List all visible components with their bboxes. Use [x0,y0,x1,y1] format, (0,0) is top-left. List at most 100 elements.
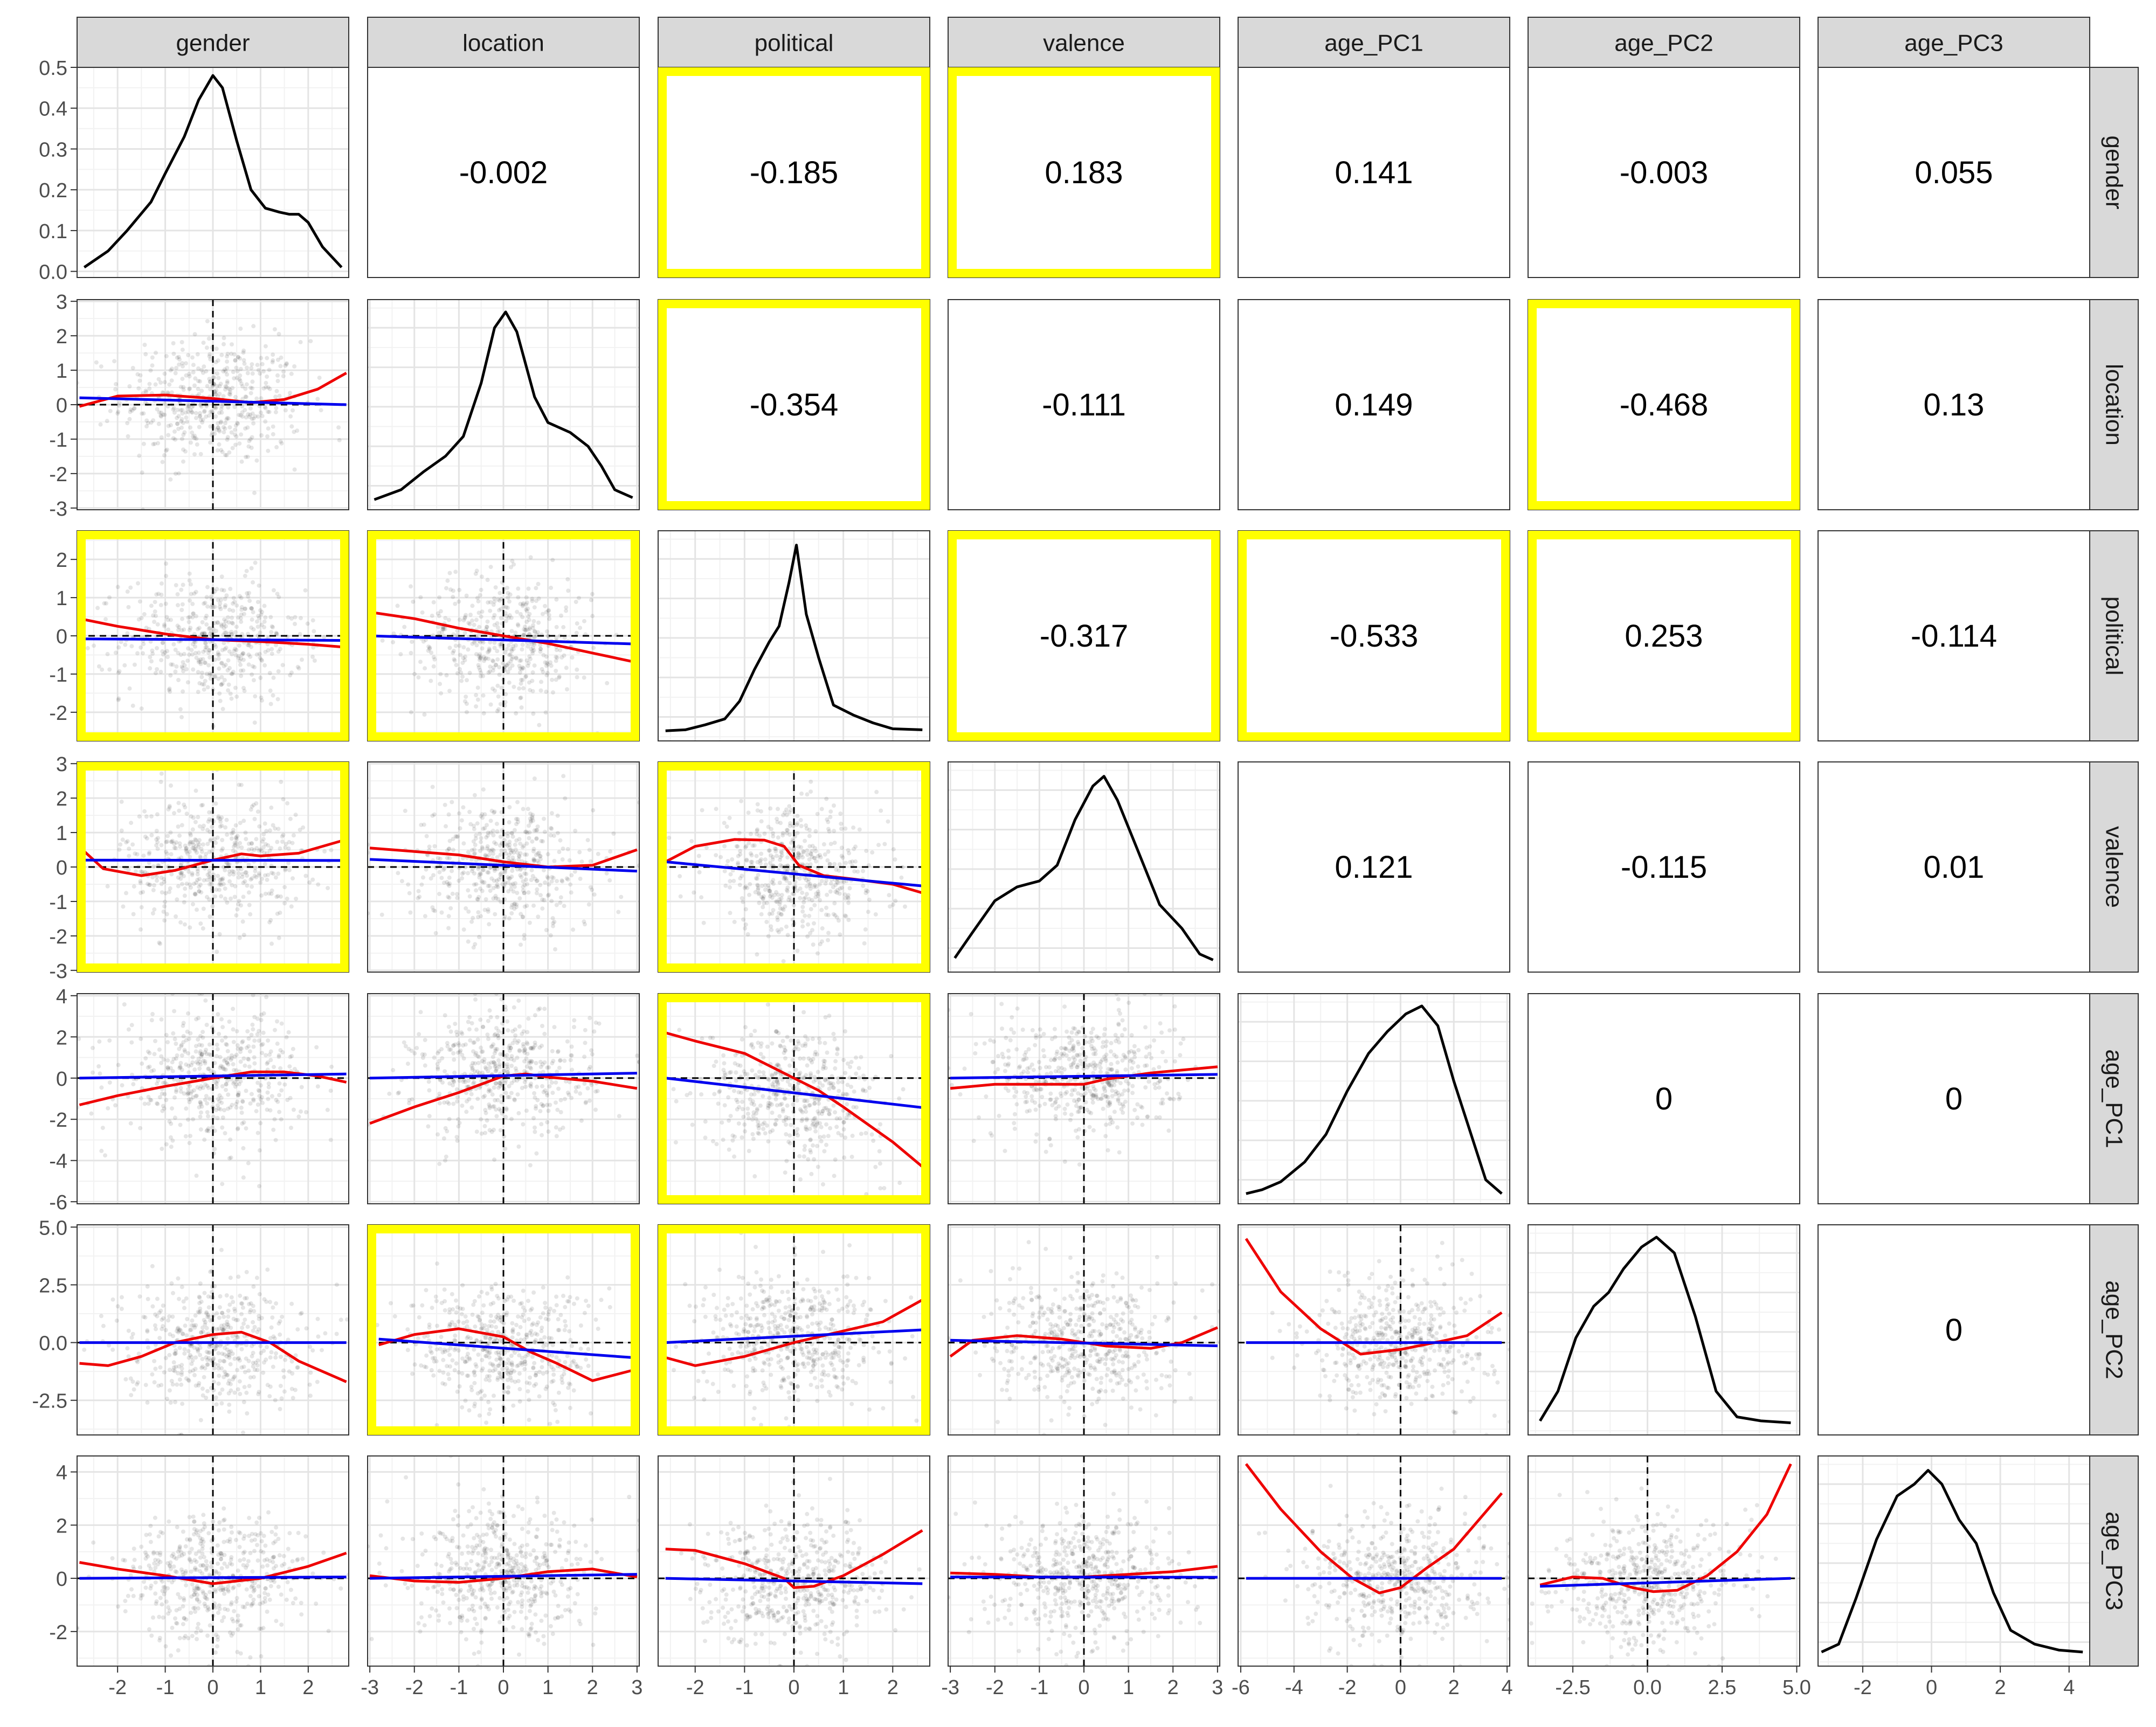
scatter-point [736,861,740,865]
scatter-point [179,715,184,719]
scatter-point [169,852,174,856]
scatter-point [549,933,553,938]
scatter-point [437,1162,441,1166]
scatter-point [534,1152,538,1156]
scatter-point [416,675,420,679]
scatter-point [156,836,160,840]
row-strip-label: age_PC3 [2101,1511,2127,1610]
scatter-point [244,830,248,835]
scatter-point [190,873,195,877]
scatter-point [700,1036,704,1041]
scatter-point [258,1148,262,1153]
scatter-point [260,1101,265,1105]
scatter-point [838,932,842,937]
scatter-point [326,1108,330,1112]
scatter-point [199,1111,203,1115]
scatter-point [234,913,238,918]
scatter-point [287,1064,292,1069]
scatter-point [478,849,482,853]
scatter-point [455,1099,459,1104]
scatter-point [174,914,178,919]
scatter-point [794,1068,798,1072]
scatter-point [467,1027,472,1031]
scatter-point [488,664,492,669]
scatter-point [436,1051,440,1056]
scatter-point [186,615,190,620]
scatter-point [470,1021,474,1025]
scatter-point [161,1104,165,1108]
scatter-point [499,1128,503,1133]
scatter-point [329,1088,333,1093]
scatter-point [137,454,141,458]
scatter-point [562,904,566,908]
scatter-point [499,616,503,620]
scatter-point [550,1080,554,1085]
scatter-point [492,641,496,645]
scatter-point [149,604,154,608]
scatter-point [496,598,500,602]
scatter-point [836,1080,840,1085]
scatter-point [329,848,333,852]
scatter-point [189,582,193,587]
scatter-point [818,942,823,946]
scatter-point [182,1034,186,1038]
scatter-point [550,879,554,884]
scatter-point [99,1085,103,1090]
scatter-point [198,824,202,829]
scatter-point [513,1028,517,1032]
scatter-point [568,883,572,887]
scatter-point [162,904,167,908]
scatter-point [160,435,164,440]
scatter-point [866,910,870,914]
scatter-point [851,1134,855,1138]
scatter-point [259,396,264,400]
scatter-point [744,844,749,848]
scatter-point [761,1127,765,1131]
scatter-point [582,1081,586,1086]
scatter-point [194,411,198,415]
scatter-point [410,1097,414,1101]
scatter-point [555,903,559,907]
scatter-point [846,901,851,905]
scatter-point [293,467,297,471]
scatter-point [531,859,536,863]
scatter-point [270,625,274,629]
scatter-point [715,1142,719,1146]
scatter-point [458,826,462,830]
scatter-point [575,621,579,626]
scatter-point [496,1029,501,1033]
scatter-point [797,1154,801,1159]
scatter-point [139,870,143,874]
scatter-point [288,817,293,821]
scatter-point [241,1100,245,1104]
scatter-point [96,1064,101,1069]
scatter-point [266,410,270,414]
scatter-point [794,875,799,879]
scatter-point [279,780,283,784]
scatter-point [672,1087,676,1091]
scatter-point [479,836,483,841]
scatter-point [147,850,151,855]
scatter-point [289,372,294,376]
scatter-point [466,871,470,875]
scatter-point [484,1111,488,1115]
scatter-point [472,827,476,831]
scatter-point [750,1069,754,1073]
scatter-point [133,663,137,667]
scatter-point [301,826,305,830]
scatter-point [765,1045,770,1049]
scatter-point [186,1070,191,1074]
scatter-point [690,1122,695,1127]
scatter-point [481,1050,485,1054]
scatter-point [677,1028,681,1032]
scatter-point [752,1092,757,1097]
scatter-point [225,359,229,364]
scatter-point [251,664,255,669]
scatter-point [423,666,427,670]
scatter-point [258,1121,262,1125]
scatter-point [550,678,554,682]
scatter-point [245,1029,250,1034]
scatter-point [561,847,565,851]
scatter-point [523,905,527,909]
scatter-point [146,1050,150,1054]
